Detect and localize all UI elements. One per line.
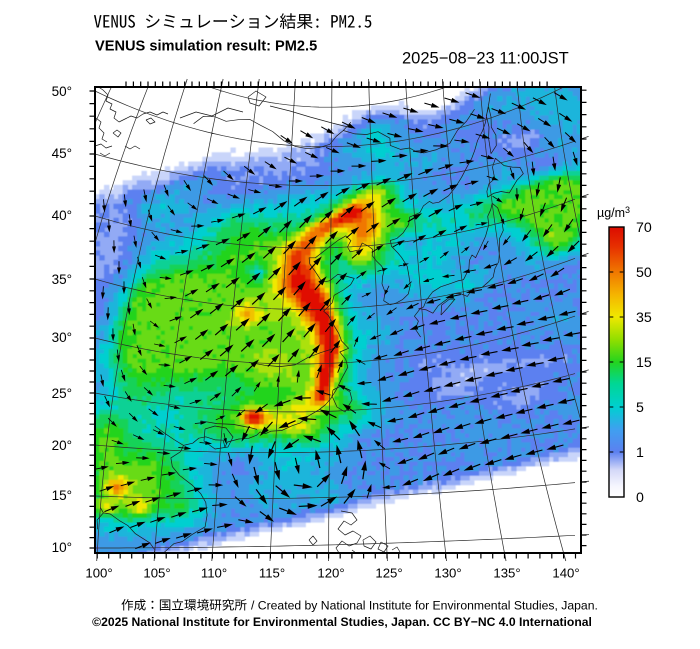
svg-text:10°: 10° [52,540,72,555]
svg-text:1: 1 [636,445,644,461]
svg-text:105°: 105° [143,566,170,581]
svg-text:35: 35 [636,310,652,326]
svg-text:15: 15 [636,355,652,371]
svg-text:2025−08−23 11:00JST: 2025−08−23 11:00JST [402,50,569,68]
svg-text:130°: 130° [434,566,461,581]
svg-text:40°: 40° [52,208,72,223]
svg-text:120°: 120° [317,566,344,581]
svg-text:20°: 20° [52,438,72,453]
svg-text:30°: 30° [52,330,72,345]
svg-text:35°: 35° [52,272,72,287]
svg-text:125°: 125° [375,566,402,581]
svg-text:5: 5 [636,400,644,416]
svg-text:µg/m3: µg/m3 [597,205,630,220]
svg-text:45°: 45° [52,146,72,161]
svg-text:/ Created by National Institut: / Created by National Institute for Envi… [251,599,598,613]
svg-text:©2025 National Institute for E: ©2025 National Institute for Environment… [92,615,592,629]
svg-text:115°: 115° [259,566,285,581]
svg-text:70: 70 [636,220,652,236]
svg-text:50: 50 [636,265,652,281]
svg-text:140°: 140° [552,566,579,581]
svg-text:110°: 110° [201,566,227,581]
svg-text:15°: 15° [52,488,72,503]
svg-text:100°: 100° [85,566,112,581]
svg-text:VENUS simulation result: PM2.5: VENUS simulation result: PM2.5 [95,39,317,55]
svg-text:50°: 50° [52,84,72,99]
svg-text:135°: 135° [493,566,520,581]
svg-text:25°: 25° [52,386,72,401]
svg-text:0: 0 [636,490,644,506]
